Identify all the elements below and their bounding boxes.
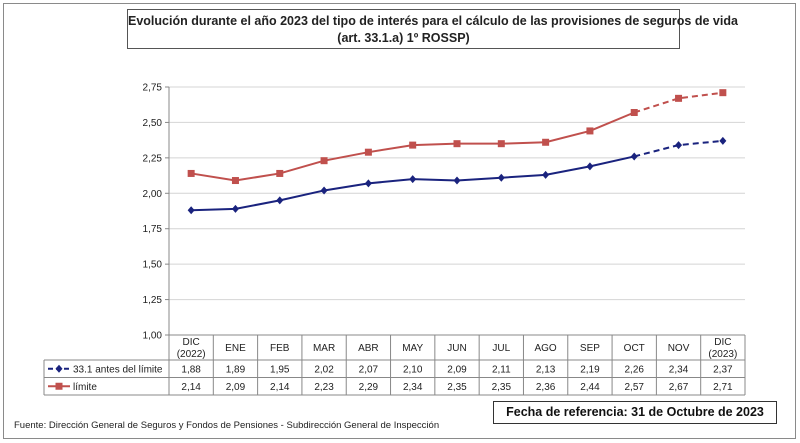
table-cell-value: 2,34 — [403, 382, 423, 393]
x-tick-label: ENE — [225, 343, 246, 354]
table-cell-value: 2,26 — [624, 364, 644, 375]
x-tick-label: (2023) — [708, 349, 737, 360]
table-cell-value: 2,02 — [314, 364, 334, 375]
data-point — [364, 148, 372, 156]
chart-subtitle: (art. 33.1.a) 1º ROSSP) — [337, 31, 470, 45]
table-cell-value: 1,88 — [181, 364, 201, 375]
source-note: Fuente: Dirección General de Seguros y F… — [14, 420, 440, 431]
x-tick-label: MAR — [313, 343, 335, 354]
data-point — [409, 175, 417, 184]
data-point — [497, 173, 505, 182]
data-point — [320, 157, 328, 165]
table-cell-value: 2,11 — [492, 364, 511, 375]
y-tick-label: 2,25 — [143, 153, 163, 164]
y-tick-label: 2,00 — [143, 189, 163, 200]
y-tick-label: 1,25 — [143, 295, 163, 306]
data-point — [320, 186, 328, 195]
data-point — [719, 89, 727, 97]
table-cell-value: 2,09 — [447, 364, 467, 375]
chart-frame — [3, 3, 796, 439]
table-cell-value: 2,34 — [669, 364, 689, 375]
data-point — [586, 127, 594, 135]
x-tick-label: NOV — [668, 343, 690, 354]
data-point — [231, 177, 239, 185]
y-tick-label: 1,75 — [143, 224, 163, 235]
table-cell-value: 2,35 — [492, 382, 512, 393]
table-cell-value: 2,09 — [226, 382, 246, 393]
data-point — [187, 206, 195, 215]
data-point — [675, 141, 683, 150]
table-cell-value: 2,14 — [270, 382, 290, 393]
data-point — [409, 141, 417, 149]
data-point — [719, 136, 727, 145]
x-tick-label: SEP — [580, 343, 600, 354]
table-cell-value: 2,71 — [713, 382, 733, 393]
table-cell-value: 2,13 — [536, 364, 556, 375]
series-line — [191, 155, 635, 212]
legend-marker — [55, 382, 63, 390]
x-tick-label: ABR — [358, 343, 379, 354]
legend-marker — [55, 364, 63, 373]
legend-label: 33.1 antes del límite — [73, 364, 163, 375]
table-cell-value: 2,29 — [359, 382, 379, 393]
table-cell-value: 2,37 — [713, 364, 733, 375]
x-tick-label: JUL — [492, 343, 510, 354]
table-cell-value: 2,57 — [624, 382, 644, 393]
table-cell-value: 2,67 — [669, 382, 689, 393]
table-cell-value: 2,10 — [403, 364, 423, 375]
data-point — [187, 169, 195, 177]
data-point — [231, 204, 239, 213]
table-cell-value: 2,35 — [447, 382, 467, 393]
table-cell-value: 2,44 — [580, 382, 600, 393]
x-tick-label: AGO — [534, 343, 556, 354]
chart-title: Evolución durante el año 2023 del tipo d… — [128, 14, 738, 28]
table-cell-value: 2,23 — [314, 382, 334, 393]
data-point — [586, 162, 594, 171]
data-point — [675, 94, 683, 102]
data-point — [630, 152, 638, 161]
x-tick-label: DIC — [714, 337, 731, 348]
table-cell-value: 1,95 — [270, 364, 290, 375]
table-cell-value: 2,36 — [536, 382, 556, 393]
x-tick-label: OCT — [624, 343, 645, 354]
data-point — [497, 140, 505, 148]
x-tick-label: (2022) — [177, 349, 206, 360]
data-point — [542, 170, 550, 179]
data-point — [630, 109, 638, 117]
y-tick-label: 1,50 — [143, 260, 163, 271]
data-point — [276, 196, 284, 205]
reference-date: Fecha de referencia: 31 de Octubre de 20… — [506, 405, 764, 419]
y-tick-label: 2,50 — [143, 118, 163, 129]
reference-date-box: Fecha de referencia: 31 de Octubre de 20… — [493, 401, 777, 424]
y-tick-label: 2,75 — [143, 83, 163, 94]
data-point — [453, 176, 461, 185]
x-tick-label: MAY — [402, 343, 423, 354]
x-tick-label: JUN — [447, 343, 466, 354]
chart-title-box: Evolución durante el año 2023 del tipo d… — [127, 9, 738, 49]
table-cell-value: 1,89 — [226, 364, 246, 375]
table-cell-value: 2,14 — [181, 382, 201, 393]
legend-label: límite — [73, 382, 97, 393]
data-point — [276, 169, 284, 177]
series-line-dashed — [633, 91, 723, 114]
data-point — [542, 138, 550, 146]
x-tick-label: DIC — [183, 337, 200, 348]
table-cell-value: 2,19 — [580, 364, 600, 375]
x-tick-label: FEB — [270, 343, 290, 354]
data-point — [453, 140, 461, 148]
y-tick-label: 1,00 — [143, 331, 163, 342]
table-cell-value: 2,07 — [359, 364, 379, 375]
data-point — [364, 179, 372, 188]
